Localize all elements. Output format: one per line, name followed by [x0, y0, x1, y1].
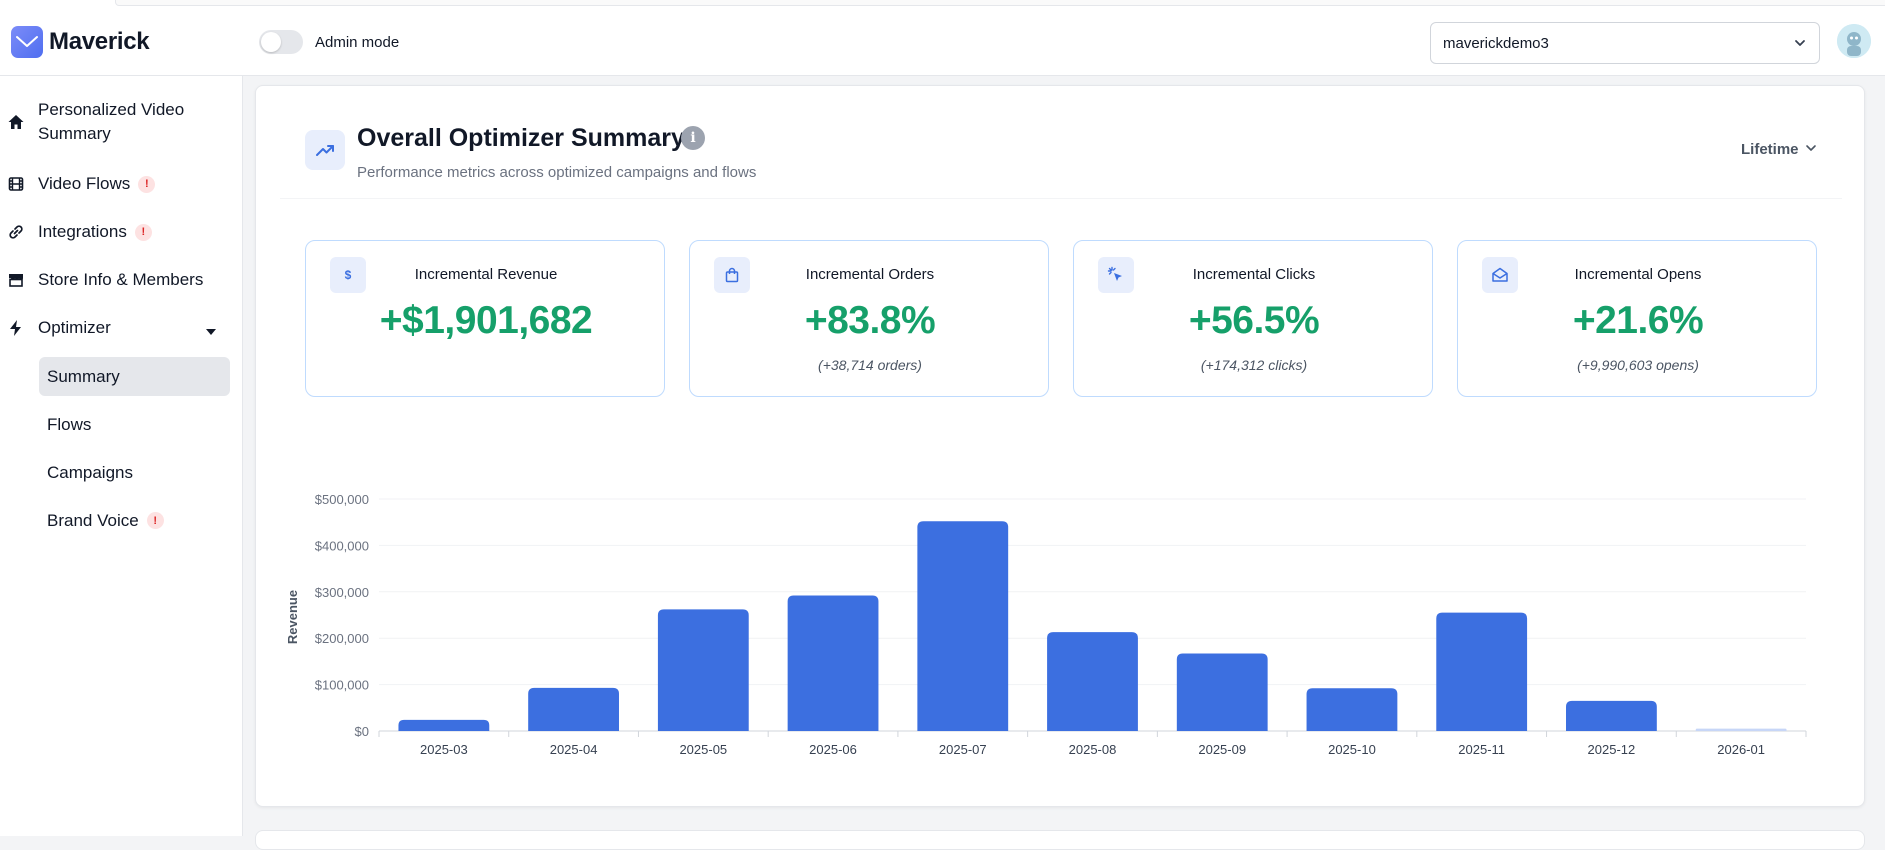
- optimizer-summary-card: Overall Optimizer Summary i Performance …: [255, 85, 1865, 807]
- y-tick-label: $100,000: [315, 678, 369, 693]
- bar: [1047, 632, 1138, 731]
- metric-card-orders: Incremental Orders +83.8% (+38,714 order…: [689, 240, 1049, 397]
- bar: [528, 687, 619, 731]
- metric-sub: (+9,990,603 opens): [1577, 357, 1699, 373]
- x-tick-label: 2025-03: [420, 742, 468, 757]
- app-logo[interactable]: Maverick: [11, 26, 150, 58]
- bar: [1306, 688, 1398, 731]
- mail-open-icon: [1482, 257, 1518, 293]
- alert-badge: !: [134, 223, 152, 241]
- admin-mode-control: Admin mode: [259, 30, 399, 54]
- sidebar-item-label: Video Flows!: [38, 172, 156, 196]
- sidebar-item-label: Store Info & Members: [38, 270, 204, 289]
- sidebar-subitem-flows[interactable]: Flows: [47, 414, 92, 434]
- y-tick-label: $400,000: [315, 538, 369, 553]
- metric-card-clicks: Incremental Clicks +56.5% (+174,312 clic…: [1073, 240, 1433, 397]
- alert-badge: !: [146, 512, 164, 529]
- store-select-value: maverickdemo3: [1443, 34, 1549, 52]
- y-tick-label: $500,000: [315, 492, 369, 507]
- period-value: Lifetime: [1741, 141, 1799, 158]
- sidebar-item-personalized-video-summary[interactable]: Personalized Video Summary: [0, 98, 243, 146]
- x-tick-label: 2025-11: [1458, 742, 1505, 757]
- sidebar-subitem-brand-voice[interactable]: Brand Voice!: [39, 501, 230, 540]
- sidebar-item-store-info-members[interactable]: Store Info & Members: [0, 268, 243, 292]
- app-name: Maverick: [49, 28, 150, 55]
- x-tick-label: 2025-05: [679, 742, 727, 757]
- browser-top-strip: [0, 0, 1885, 10]
- header-divider: [280, 198, 1842, 199]
- metric-sub: (+174,312 clicks): [1200, 357, 1308, 373]
- film-icon: [7, 175, 25, 193]
- sidebar-subitem-campaigns[interactable]: Campaigns: [47, 462, 133, 482]
- dollar-icon: $: [330, 257, 366, 293]
- admin-mode-toggle[interactable]: [259, 30, 303, 54]
- metric-card-revenue: $ Incremental Revenue +$1,901,682: [305, 240, 665, 397]
- page-subtitle: Performance metrics across optimized cam…: [357, 164, 757, 181]
- x-tick-label: 2025-07: [939, 742, 987, 757]
- metric-value: +21.6%: [1572, 299, 1704, 342]
- store-icon: [7, 271, 25, 289]
- shopping-bag-icon: [714, 257, 750, 293]
- sidebar: Personalized Video Summary Video Flows! …: [0, 76, 243, 836]
- bar: [917, 521, 1009, 731]
- chevron-down-icon: [1805, 141, 1817, 158]
- bar: [1436, 612, 1528, 731]
- metric-label: Incremental Clicks: [1192, 266, 1316, 283]
- metric-label: Incremental Revenue: [414, 266, 558, 283]
- sidebar-item-video-flows[interactable]: Video Flows!: [0, 172, 243, 196]
- app-header: Maverick Admin mode maverickdemo3: [0, 10, 1885, 76]
- next-card-edge: [255, 830, 1865, 850]
- sidebar-item-integrations[interactable]: Integrations!: [0, 220, 243, 244]
- period-dropdown[interactable]: Lifetime: [1741, 141, 1817, 158]
- trending-up-icon: [305, 130, 345, 170]
- sidebar-item-label: Personalized Video Summary: [38, 100, 185, 143]
- top-scroll-track: [115, 0, 1885, 6]
- chevron-down-icon: [1793, 36, 1807, 54]
- admin-mode-label: Admin mode: [315, 33, 400, 51]
- alert-badge: !: [138, 175, 156, 193]
- x-tick-label: 2025-09: [1198, 742, 1246, 757]
- sidebar-item-label: Integrations!: [38, 220, 152, 244]
- x-tick-label: 2025-06: [809, 742, 857, 757]
- x-tick-label: 2025-08: [1069, 742, 1117, 757]
- bar: [657, 609, 749, 731]
- cursor-click-icon: [1098, 257, 1134, 293]
- x-tick-label: 2025-04: [550, 742, 598, 757]
- bar: [787, 595, 879, 731]
- maverick-logo-icon: [11, 26, 43, 58]
- x-tick-label: 2025-10: [1328, 742, 1376, 757]
- sidebar-item-optimizer[interactable]: Optimizer: [0, 316, 243, 340]
- bar: [1695, 728, 1787, 731]
- x-tick-label: 2025-12: [1588, 742, 1636, 757]
- metric-sub: (+38,714 orders): [818, 357, 922, 373]
- user-avatar[interactable]: [1837, 24, 1871, 58]
- sidebar-subitem-summary[interactable]: Summary: [39, 357, 230, 396]
- home-icon: [7, 113, 25, 131]
- bar: [1176, 653, 1268, 731]
- metric-label: Incremental Opens: [1574, 266, 1702, 283]
- bar: [398, 719, 490, 731]
- metric-label: Incremental Orders: [805, 266, 935, 283]
- link-icon: [7, 223, 25, 241]
- store-select[interactable]: maverickdemo3: [1430, 22, 1820, 64]
- y-axis-label: Revenue: [285, 590, 300, 644]
- info-icon[interactable]: i: [681, 126, 705, 150]
- y-tick-label: $200,000: [315, 631, 369, 646]
- caret-down-icon[interactable]: [205, 322, 217, 342]
- metric-value: +56.5%: [1188, 299, 1320, 342]
- y-tick-label: $0: [355, 724, 369, 739]
- metric-card-opens: Incremental Opens +21.6% (+9,990,603 ope…: [1457, 240, 1817, 397]
- page-title: Overall Optimizer Summary: [357, 124, 685, 152]
- y-tick-label: $300,000: [315, 585, 369, 600]
- x-tick-label: 2026-01: [1717, 742, 1765, 757]
- bolt-icon: [7, 319, 25, 337]
- revenue-bar-chart: $0 $100,000 $200,000 $300,000 $400,000 $500,0…: [285, 492, 1807, 757]
- toggle-knob: [261, 32, 281, 52]
- metric-value: +$1,901,682: [379, 299, 593, 342]
- bar: [1566, 700, 1657, 731]
- sidebar-item-label: Optimizer: [38, 318, 111, 337]
- metric-value: +83.8%: [804, 299, 936, 342]
